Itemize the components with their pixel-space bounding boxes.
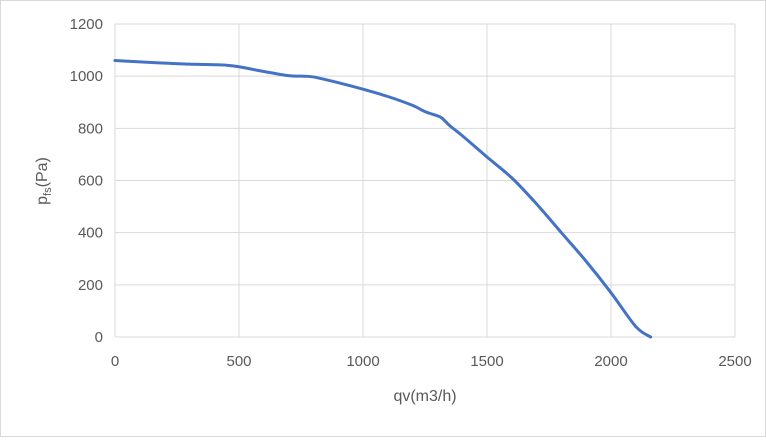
y-axis-label-main: p — [34, 196, 51, 205]
x-tick-label: 0 — [111, 353, 119, 370]
x-axis-label: qv(m3/h) — [393, 388, 456, 405]
x-tick-label: 2000 — [594, 353, 627, 370]
y-axis-label-unit: (Pa) — [34, 157, 51, 187]
y-tick-label: 200 — [78, 277, 103, 294]
y-axis-label-subscript: fs — [42, 187, 54, 196]
y-tick-label: 800 — [78, 120, 103, 137]
y-tick-label: 400 — [78, 225, 103, 242]
y-tick-label: 0 — [95, 329, 103, 346]
y-tick-label: 1200 — [70, 16, 103, 33]
x-tick-label: 2500 — [718, 353, 751, 370]
y-tick-label: 600 — [78, 173, 103, 190]
y-tick-label: 1000 — [70, 68, 103, 85]
x-tick-label: 500 — [226, 353, 251, 370]
series-line — [113, 59, 653, 339]
y-axis-label: pfs(Pa) — [34, 157, 54, 205]
x-tick-label: 1000 — [346, 353, 379, 370]
x-tick-label: 1500 — [470, 353, 503, 370]
